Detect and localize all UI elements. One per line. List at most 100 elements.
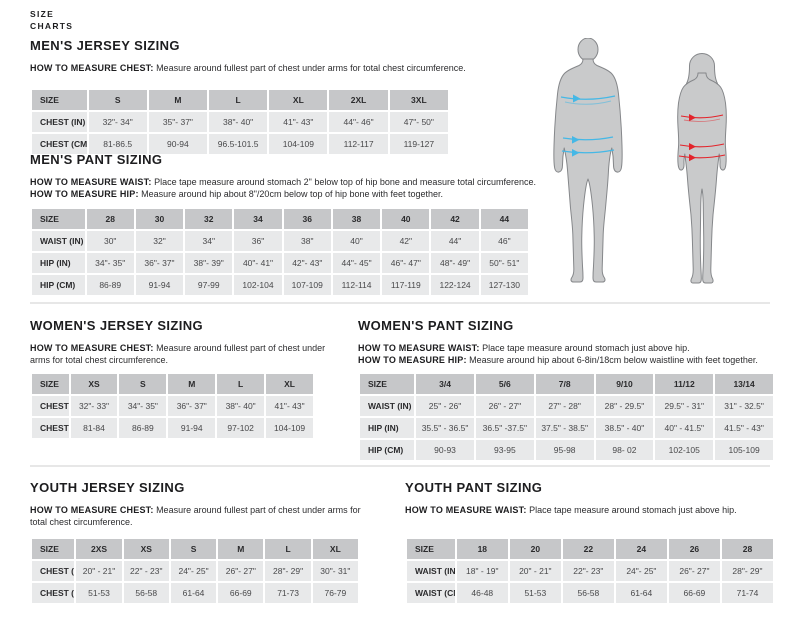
table-cell: 32"- 34" — [88, 112, 147, 132]
table-cell: 38.5" - 40" — [595, 418, 654, 438]
column-header: 30 — [135, 209, 184, 229]
table-cell: 26"- 27" — [668, 561, 720, 581]
table-cell: 48"- 49" — [431, 253, 479, 273]
table-header-row: SIZE S M L XL 2XL 3XL — [32, 90, 448, 110]
table-cell: 25" - 26" — [416, 396, 474, 416]
table-cell: 47"- 50" — [389, 112, 448, 132]
table-cell: 46" — [480, 231, 528, 251]
column-header: S — [170, 539, 217, 559]
youth-pant-table: SIZE 18 20 22 24 26 28 WAIST (IN) 18" - 19" 20" -… — [405, 537, 775, 605]
table-cell: 34"- 35" — [119, 396, 167, 416]
table-cell: 18" - 19" — [456, 561, 508, 581]
table-cell: 35"- 37" — [148, 112, 207, 132]
table-row: CHEST (IN)32"- 33"34"- 35"36"- 37"38"- 4… — [32, 396, 313, 416]
table-cell: 26" - 27" — [475, 396, 534, 416]
table-cell: 71-73 — [265, 583, 311, 603]
column-header: 22 — [562, 539, 614, 559]
section-title: YOUTH PANT SIZING — [405, 480, 543, 495]
table-cell: 34" — [185, 231, 233, 251]
table-cell: 91-94 — [135, 275, 184, 295]
table-cell: 28" - 29.5" — [595, 396, 654, 416]
section-title: YOUTH JERSEY SIZING — [30, 480, 185, 495]
column-header: 32 — [185, 209, 233, 229]
table-cell: 42"- 43" — [283, 253, 331, 273]
table-row: HIP (CM) 86-89 91-94 97-99 102-104 107-109 112… — [32, 275, 528, 295]
table-cell: 38" — [283, 231, 331, 251]
table-header-row: SIZE 28 30 32 34 36 38 40 42 44 — [32, 209, 528, 229]
column-header: L — [265, 539, 311, 559]
row-label: HIP (CM) — [360, 440, 415, 460]
male-waist-arrow — [562, 136, 614, 144]
male-hip-arrow — [561, 149, 615, 157]
column-header: SIZE — [32, 209, 85, 229]
table-cell: 42" — [382, 231, 430, 251]
row-label: WAIST (CM) — [407, 583, 455, 603]
table-cell: 105-109 — [715, 440, 773, 460]
table-cell: 30"- 31" — [312, 561, 358, 581]
table-cell: 44"- 45" — [332, 253, 381, 273]
table-row: HIP (IN) 34"- 35" 36"- 37" 38"- 39" 40"- 41"… — [32, 253, 528, 273]
table-cell: 61-64 — [170, 583, 217, 603]
table-row: CHEST (CM) 81-86.5 90-94 96.5-101.5 104-109 1… — [32, 134, 448, 154]
table-cell: 40" — [332, 231, 381, 251]
table-cell: 46-48 — [456, 583, 508, 603]
table-cell: 127-130 — [480, 275, 528, 295]
row-label: CHEST (CM) — [32, 418, 69, 438]
column-header: 26 — [668, 539, 720, 559]
section-divider — [30, 302, 770, 304]
table-header-row: SIZE 3/4 5/6 7/8 9/10 11/12 13/14 — [360, 374, 773, 394]
table-header-row: SIZE 2XS XS S M L XL — [32, 539, 358, 559]
table-cell: 32" — [135, 231, 184, 251]
column-header: 5/6 — [475, 374, 534, 394]
table-cell: 38"- 39" — [185, 253, 233, 273]
column-header: 11/12 — [655, 374, 714, 394]
table-cell: 97-102 — [217, 418, 265, 438]
table-cell: 104-109 — [266, 418, 313, 438]
section-title: MEN'S JERSEY SIZING — [30, 38, 180, 53]
table-cell: 90-94 — [148, 134, 207, 154]
row-label: WAIST (IN) — [32, 231, 85, 251]
page-title: SIZE CHARTS — [30, 9, 74, 32]
table-cell: 41"- 43" — [266, 396, 313, 416]
column-header: XL — [269, 90, 328, 110]
table-cell: 32"- 33" — [70, 396, 118, 416]
table-cell: 117-119 — [382, 275, 430, 295]
table-cell: 119-127 — [389, 134, 448, 154]
column-header: M — [168, 374, 216, 394]
table-row: CHEST (IN) 32"- 34" 35"- 37" 38"- 40" 41"- 4… — [32, 112, 448, 132]
column-header: 28 — [86, 209, 134, 229]
column-header: M — [148, 90, 207, 110]
howto-waist: HOW TO MEASURE WAIST: Place tape measure… — [30, 177, 536, 187]
table-cell: 81-84 — [70, 418, 118, 438]
female-hip-arrow — [678, 154, 726, 162]
table-cell: 102-105 — [655, 440, 714, 460]
table-cell: 112-114 — [332, 275, 381, 295]
mens-jersey-table: SIZE S M L XL 2XL 3XL CHEST (IN) 32"- 34" 35"- 37… — [30, 88, 450, 156]
table-cell: 51-53 — [76, 583, 122, 603]
howto-hip: HOW TO MEASURE HIP: Measure around hip a… — [30, 189, 444, 199]
section-youth-pant: YOUTH PANT SIZING HOW TO MEASURE WAIST: … — [405, 480, 775, 605]
column-header: SIZE — [32, 374, 69, 394]
column-header: XS — [123, 539, 169, 559]
table-cell: 51-53 — [509, 583, 561, 603]
row-label: HIP (IN) — [360, 418, 415, 438]
row-label: WAIST (IN) — [407, 561, 455, 581]
section-mens-jersey: MEN'S JERSEY SIZING HOW TO MEASURE CHEST… — [30, 38, 510, 156]
table-cell: 91-94 — [168, 418, 216, 438]
mens-pant-table: SIZE 28 30 32 34 36 38 40 42 44 WAIST (IN) 30" 32" 34… — [30, 207, 530, 297]
table-cell: 28"- 29" — [265, 561, 311, 581]
table-cell: 102-104 — [234, 275, 282, 295]
table-cell: 90-93 — [416, 440, 474, 460]
howto-waist: HOW TO MEASURE WAIST: Place tape measure… — [405, 505, 737, 515]
table-cell: 81-86.5 — [88, 134, 147, 154]
table-cell: 71-74 — [721, 583, 773, 603]
row-label: CHEST (CM) — [32, 134, 87, 154]
table-cell: 50"- 51" — [480, 253, 528, 273]
column-header: SIZE — [360, 374, 415, 394]
table-cell: 44" — [431, 231, 479, 251]
table-row: HIP (IN) 35.5" - 36.5" 36.5" -37.5" 37.5" -… — [360, 418, 773, 438]
row-label: WAIST (IN) — [360, 396, 415, 416]
column-header: M — [218, 539, 264, 559]
